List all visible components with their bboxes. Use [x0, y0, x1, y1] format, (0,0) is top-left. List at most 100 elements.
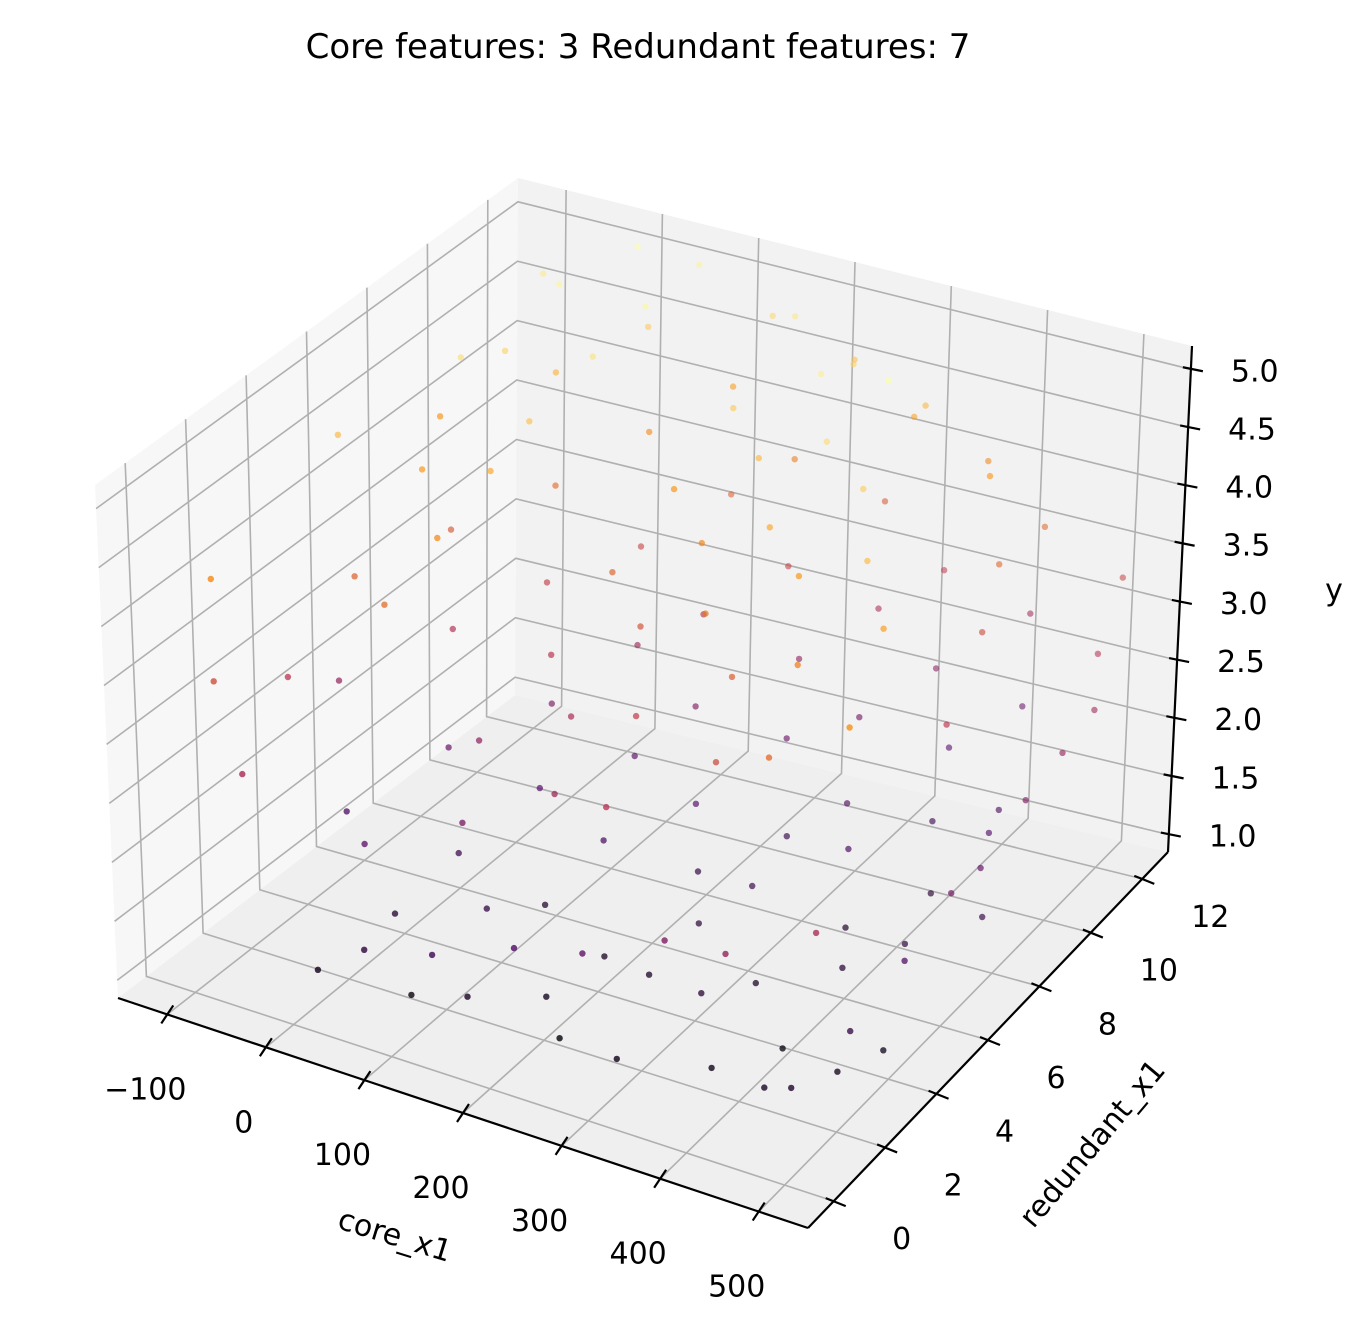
data-point	[646, 428, 653, 436]
data-point	[418, 466, 426, 473]
data-point	[850, 361, 857, 368]
y-axis-label: redundant_x1	[1013, 1053, 1173, 1234]
data-point	[880, 1047, 887, 1054]
data-point	[634, 243, 641, 250]
data-point	[779, 1045, 786, 1052]
data-point	[847, 1027, 854, 1035]
data-point	[881, 498, 889, 505]
data-point	[698, 990, 705, 997]
y-tick	[979, 1035, 1001, 1047]
data-point	[1041, 523, 1049, 530]
data-point	[943, 721, 950, 728]
data-point	[609, 569, 616, 576]
data-point	[880, 625, 887, 632]
data-point	[314, 966, 322, 973]
z-gridline	[111, 557, 1175, 864]
data-point	[343, 808, 350, 815]
data-point	[634, 641, 641, 649]
data-point	[613, 1055, 620, 1063]
data-point	[510, 944, 518, 952]
x-gridline	[166, 189, 567, 1016]
data-point	[749, 882, 756, 890]
z-tick-label: 1.5	[1212, 761, 1260, 796]
data-point	[637, 623, 644, 630]
data-point	[501, 347, 509, 354]
data-point	[783, 833, 790, 840]
data-point	[459, 819, 466, 826]
y-gridline	[485, 199, 1143, 880]
data-point	[536, 784, 543, 792]
y-tick	[825, 1197, 847, 1208]
data-point	[552, 482, 559, 489]
data-point	[769, 312, 776, 320]
z-tick	[1171, 598, 1193, 605]
data-point	[945, 744, 953, 751]
data-point	[1027, 610, 1034, 617]
data-point	[1019, 703, 1026, 710]
data-point	[483, 905, 490, 912]
x-gridline	[265, 213, 664, 1048]
x-tick-label: 200	[412, 1171, 469, 1206]
z-axis-label: y	[1325, 573, 1343, 608]
y-tick-label: 0	[892, 1222, 911, 1257]
data-point	[817, 370, 825, 378]
data-point	[540, 270, 547, 277]
data-point	[579, 950, 586, 957]
data-point	[548, 651, 555, 658]
axis-lines	[117, 345, 1204, 1230]
data-point	[637, 543, 645, 550]
y-tick	[1082, 928, 1104, 939]
data-point	[207, 575, 214, 583]
data-point	[788, 1084, 795, 1092]
data-point	[901, 957, 908, 964]
data-point	[642, 303, 649, 310]
data-point	[985, 829, 993, 837]
data-point	[526, 418, 533, 425]
z-gridline	[95, 200, 1192, 510]
y-tick-label: 4	[995, 1115, 1014, 1150]
z-tick	[1166, 715, 1187, 722]
data-point	[728, 673, 736, 681]
data-point	[210, 678, 217, 685]
y-tick-label: 12	[1191, 900, 1229, 935]
z-tick	[1174, 540, 1195, 547]
y-tick-label: 10	[1140, 954, 1178, 989]
y-gridline	[366, 287, 1040, 988]
data-point	[901, 940, 909, 948]
data-point	[695, 920, 702, 927]
data-point	[631, 752, 638, 760]
data-point	[1022, 797, 1029, 804]
data-point	[434, 534, 441, 542]
x-tick-label: 400	[610, 1237, 667, 1272]
data-point	[381, 601, 388, 608]
gridlines	[95, 189, 1192, 1213]
data-point	[979, 913, 986, 921]
data-point	[792, 313, 799, 320]
data-point	[842, 924, 849, 931]
data-point	[1059, 749, 1066, 757]
data-point	[823, 438, 830, 445]
left-pane	[95, 178, 518, 998]
z-gridline	[114, 616, 1172, 922]
z-tick-label: 2.5	[1217, 645, 1265, 680]
data-point	[839, 964, 846, 971]
y-gridline	[245, 375, 937, 1095]
data-points	[207, 243, 1127, 1092]
data-point	[922, 402, 929, 409]
z-tick	[1177, 482, 1198, 489]
data-point	[455, 849, 462, 857]
y-tick	[876, 1143, 898, 1154]
data-point	[795, 655, 803, 663]
x-tick	[751, 1201, 766, 1222]
x-tick-label: 0	[234, 1105, 253, 1140]
data-point	[730, 404, 737, 412]
data-point	[457, 354, 464, 361]
data-point	[722, 950, 729, 958]
data-point	[335, 677, 343, 684]
z-gridline	[108, 498, 1178, 805]
y-tick-label: 6	[1046, 1061, 1065, 1096]
data-point	[589, 353, 596, 360]
x-gridline	[758, 333, 1145, 1213]
z-gridline	[98, 260, 1189, 569]
